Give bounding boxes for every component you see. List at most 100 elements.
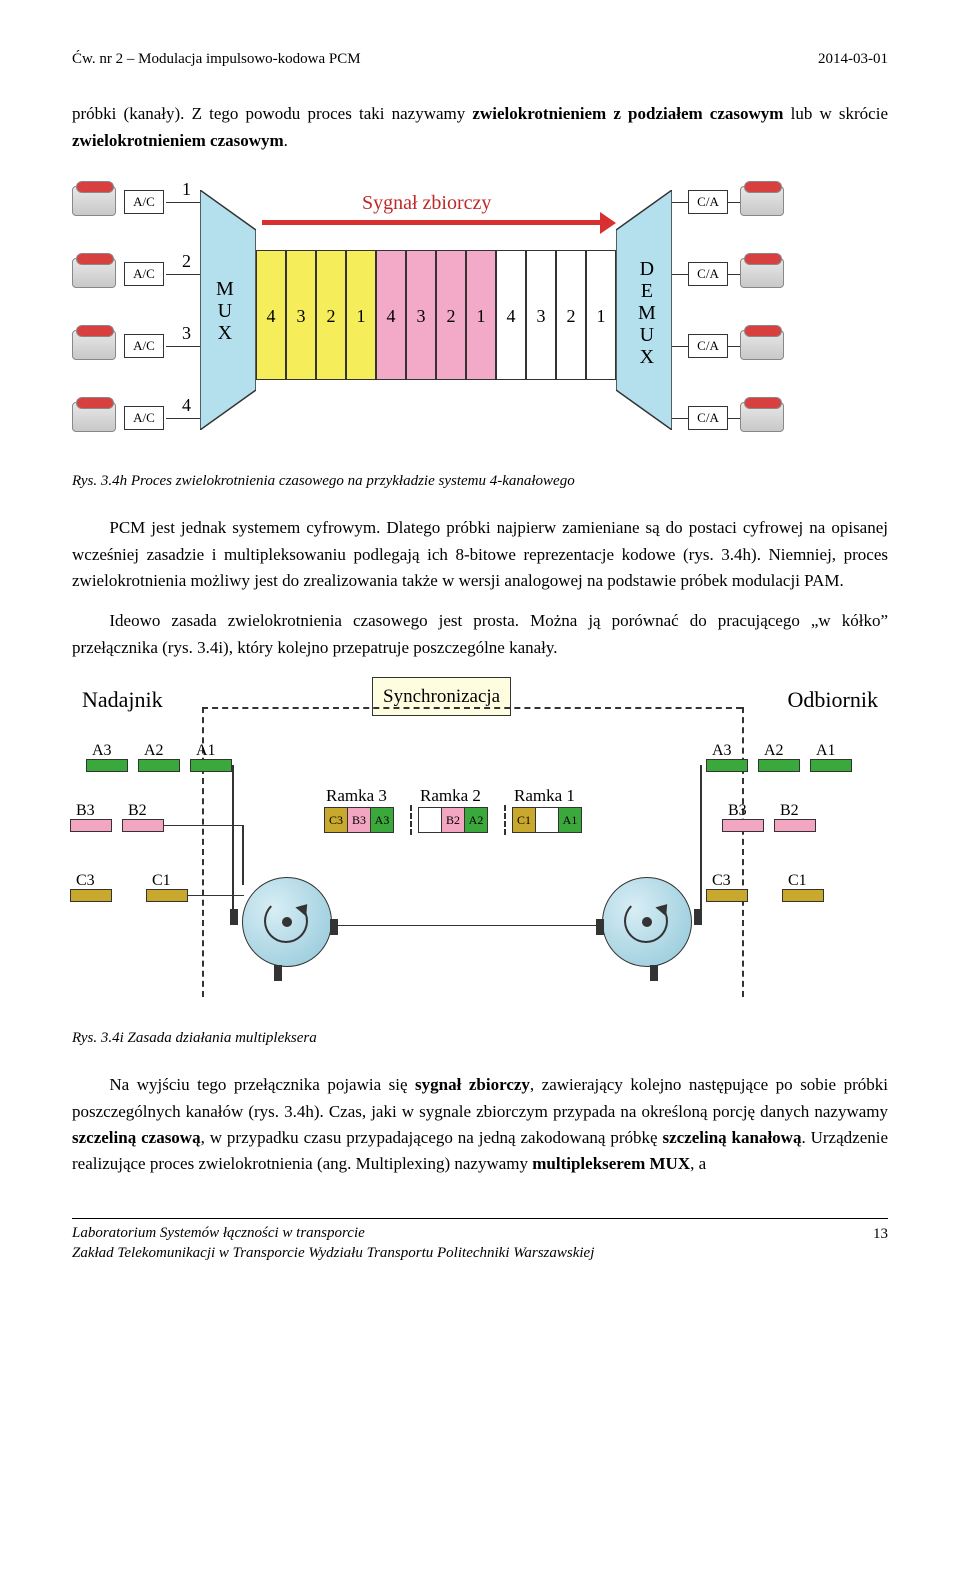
- rotation-arrow-icon: [264, 899, 308, 943]
- demux-label: DEMUX: [638, 258, 656, 368]
- channel-num: 2: [182, 248, 191, 276]
- connector: [188, 895, 244, 897]
- chip-green: [138, 759, 180, 772]
- slot: 2: [556, 250, 586, 380]
- paragraph-2: PCM jest jednak systemem cyfrowym. Dlate…: [72, 515, 888, 594]
- figure-34i: Nadajnik Odbiornik Synchronizacja A3 A2 …: [72, 677, 888, 1017]
- slot: 3: [406, 250, 436, 380]
- bold-term: zwielokrotnieniem z podziałem czasowym: [472, 104, 783, 123]
- ca-box: C/A: [688, 190, 728, 214]
- cell: A2: [465, 808, 487, 832]
- ramka-box: C3 B3 A3: [324, 807, 394, 833]
- ac-box: A/C: [124, 406, 164, 430]
- bold-term: zwielokrotnieniem czasowym: [72, 131, 284, 150]
- phone-icon: [740, 330, 784, 360]
- chip-gold: [146, 889, 188, 902]
- chip-green: [190, 759, 232, 772]
- brush-tap: [330, 919, 338, 935]
- chip-green: [810, 759, 852, 772]
- ac-box: A/C: [124, 334, 164, 358]
- cell: A1: [559, 808, 581, 832]
- slot: 2: [436, 250, 466, 380]
- signal-arrow: [262, 220, 602, 225]
- connector: [232, 765, 234, 915]
- connector: [164, 825, 244, 827]
- footer-line2: Zakład Telekomunikacji w Transporcie Wyd…: [72, 1245, 594, 1261]
- ramka-box: C1 A1: [512, 807, 582, 833]
- phone-icon: [72, 186, 116, 216]
- dash-divider: [504, 805, 506, 835]
- text: , w przypadku czasu przypadającego na je…: [201, 1128, 663, 1147]
- ramka-label: Ramka 3: [326, 783, 387, 809]
- cell: B3: [348, 808, 371, 832]
- connector: [166, 202, 200, 204]
- signal-label: Sygnał zbiorczy: [362, 188, 491, 219]
- page-footer: Laboratorium Systemów łączności w transp…: [72, 1218, 888, 1264]
- mux-label: MUX: [216, 278, 234, 344]
- connector: [700, 765, 702, 915]
- bold-term: sygnał zbiorczy: [415, 1075, 530, 1094]
- chip-gold: [70, 889, 112, 902]
- slot: 2: [316, 250, 346, 380]
- paragraph-4: Na wyjściu tego przełącznika pojawia się…: [72, 1072, 888, 1177]
- ramka-label: Ramka 1: [514, 783, 575, 809]
- chip-pink: [774, 819, 816, 832]
- connector: [728, 418, 740, 420]
- tx-label: Nadajnik: [82, 683, 163, 717]
- connector: [672, 202, 688, 204]
- connector: [728, 202, 740, 204]
- slot: 4: [376, 250, 406, 380]
- brush-tap: [230, 909, 238, 925]
- cell: [419, 808, 442, 832]
- connector: [166, 274, 200, 276]
- footer-line1: Laboratorium Systemów łączności w transp…: [72, 1225, 365, 1241]
- phone-icon: [72, 402, 116, 432]
- figure-34h: A/C A/C A/C A/C 1 2 3 4 MUX 4 3 2 1 4 3 …: [72, 170, 888, 460]
- dash-right: [742, 707, 744, 997]
- cell: A3: [371, 808, 393, 832]
- brush-tap: [274, 965, 282, 981]
- slot: 3: [526, 250, 556, 380]
- ca-box: C/A: [688, 406, 728, 430]
- chip-gold: [782, 889, 824, 902]
- text: , a: [690, 1154, 706, 1173]
- channel-num: 4: [182, 392, 191, 420]
- connector: [672, 346, 688, 348]
- brush-tap: [650, 965, 658, 981]
- phone-icon: [72, 330, 116, 360]
- ac-box: A/C: [124, 262, 164, 286]
- cell: B2: [442, 808, 465, 832]
- slot: 4: [496, 250, 526, 380]
- channel-num: 3: [182, 320, 191, 348]
- chip-pink: [722, 819, 764, 832]
- rotation-arrow-icon: [624, 899, 668, 943]
- brush-tap: [596, 919, 604, 935]
- cell: C1: [513, 808, 536, 832]
- chip-gold: [706, 889, 748, 902]
- dash-divider: [410, 805, 412, 835]
- rx-label: Odbiornik: [788, 683, 878, 717]
- chip-pink: [122, 819, 164, 832]
- text: .: [284, 131, 288, 150]
- ca-box: C/A: [688, 262, 728, 286]
- caption-34h: Rys. 3.4h Proces zwielokrotnienia czasow…: [72, 470, 888, 493]
- phone-icon: [740, 402, 784, 432]
- caption-34i: Rys. 3.4i Zasada działania multipleksera: [72, 1027, 888, 1050]
- paragraph-3: Ideowo zasada zwielokrotnienia czasowego…: [72, 608, 888, 661]
- connector: [332, 925, 600, 927]
- bold-term: multiplekserem MUX: [532, 1154, 690, 1173]
- slot: 1: [466, 250, 496, 380]
- page-header: Ćw. nr 2 – Modulacja impulsowo-kodowa PC…: [72, 48, 888, 71]
- bold-term: szczeliną czasową: [72, 1128, 201, 1147]
- chip-green: [758, 759, 800, 772]
- footer-text: Laboratorium Systemów łączności w transp…: [72, 1223, 594, 1264]
- bold-term: szczeliną kanałową: [662, 1128, 801, 1147]
- paragraph-intro: próbki (kanały). Z tego powodu proces ta…: [72, 101, 888, 154]
- ac-box: A/C: [124, 190, 164, 214]
- header-left: Ćw. nr 2 – Modulacja impulsowo-kodowa PC…: [72, 48, 361, 71]
- slot: 3: [286, 250, 316, 380]
- connector: [672, 274, 688, 276]
- connector: [728, 346, 740, 348]
- connector: [242, 825, 244, 885]
- ramka-label: Ramka 2: [420, 783, 481, 809]
